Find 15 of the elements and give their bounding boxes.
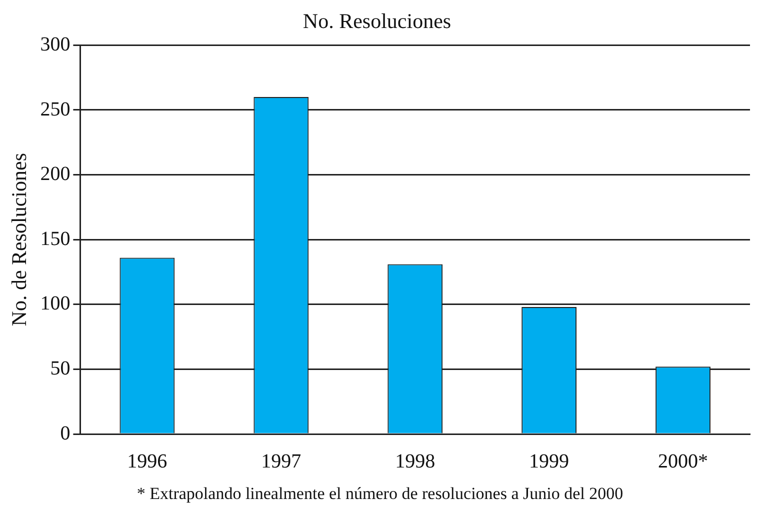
y-tick-label: 300 [40, 33, 70, 56]
x-tick-label: 1999 [529, 450, 570, 472]
y-tick-label: 250 [40, 98, 70, 120]
y-tick-label: 0 [60, 422, 70, 444]
x-tick-label: 1996 [127, 450, 168, 472]
x-tick-label: 1997 [261, 450, 302, 472]
y-axis-title: No. de Resoluciones [7, 152, 32, 326]
x-tick-label: 1998 [395, 450, 436, 472]
y-tick-label: 200 [40, 163, 70, 186]
y-tick-label: 50 [50, 357, 70, 380]
text: * Extrapolando linealmente el número de resoluciones a Junio del 2000 [136, 484, 624, 504]
y-tick-label: 150 [40, 228, 70, 250]
chart-title: No. Resoluciones [302, 9, 452, 34]
x-tick-label: 2000* [658, 450, 708, 472]
y-tick-label: 100 [40, 292, 70, 315]
